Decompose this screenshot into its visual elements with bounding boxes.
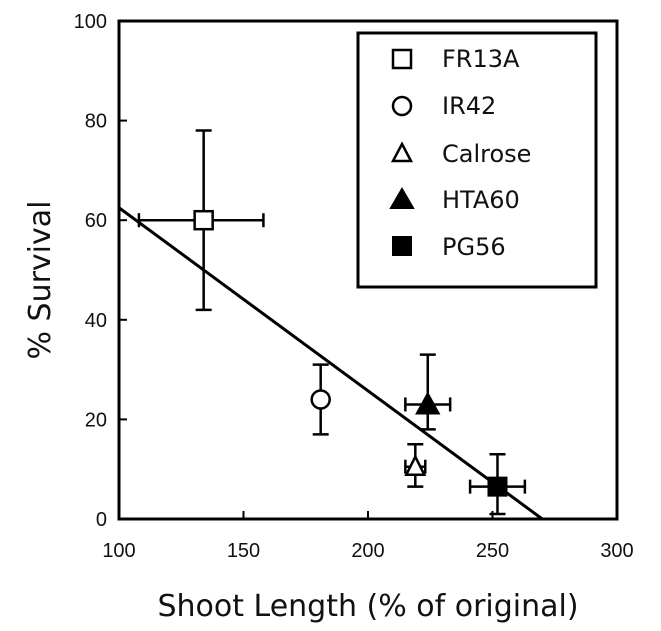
point-hta60 [404,353,452,431]
marker-pg56 [487,476,508,497]
data-points [137,129,527,516]
point-ir42 [310,363,331,436]
y-tick-label: 60 [85,210,107,232]
y-tick-label: 80 [85,111,107,133]
legend-label-hta60: HTA60 [442,186,520,214]
x-tick-label: 150 [227,540,260,562]
y-tick-label: 40 [85,310,107,332]
axis-ticks [118,20,618,520]
point-fr13a [137,129,265,312]
axis-tick-labels: 100 150 200 250 300 0 20 40 60 80 100 [74,11,634,562]
legend-label-fr13a: FR13A [442,45,520,73]
point-calrose [404,443,427,488]
marker-calrose [404,453,427,476]
x-tick-label: 100 [102,540,135,562]
x-axis-title: Shoot Length (% of original) [157,589,578,624]
legend-marker-ir42 [391,95,413,117]
trend-line-group [118,206,544,521]
legend-marker-hta60 [389,187,415,209]
y-axis-title: % Survival [23,201,58,360]
legend-label-ir42: IR42 [442,92,496,120]
point-pg56 [468,453,527,516]
legend-marker-fr13a [391,48,413,70]
y-tick-label: 100 [74,11,107,33]
y-tick-label: 0 [96,509,107,531]
marker-ir42 [310,389,331,410]
legend-marker-pg56 [392,236,412,256]
legend-label-calrose: Calrose [442,140,531,168]
legend-marker-calrose [390,141,414,163]
y-tick-label: 20 [85,409,107,431]
x-tick-label: 300 [600,540,633,562]
x-tick-label: 250 [476,540,509,562]
legend-label-pg56: PG56 [442,233,506,261]
marker-fr13a [193,209,214,231]
trend-line [118,206,544,521]
marker-hta60 [415,391,441,415]
x-tick-label: 200 [351,540,384,562]
legend: FR13A IR42 Calrose HTA60 PG56 [356,31,598,289]
